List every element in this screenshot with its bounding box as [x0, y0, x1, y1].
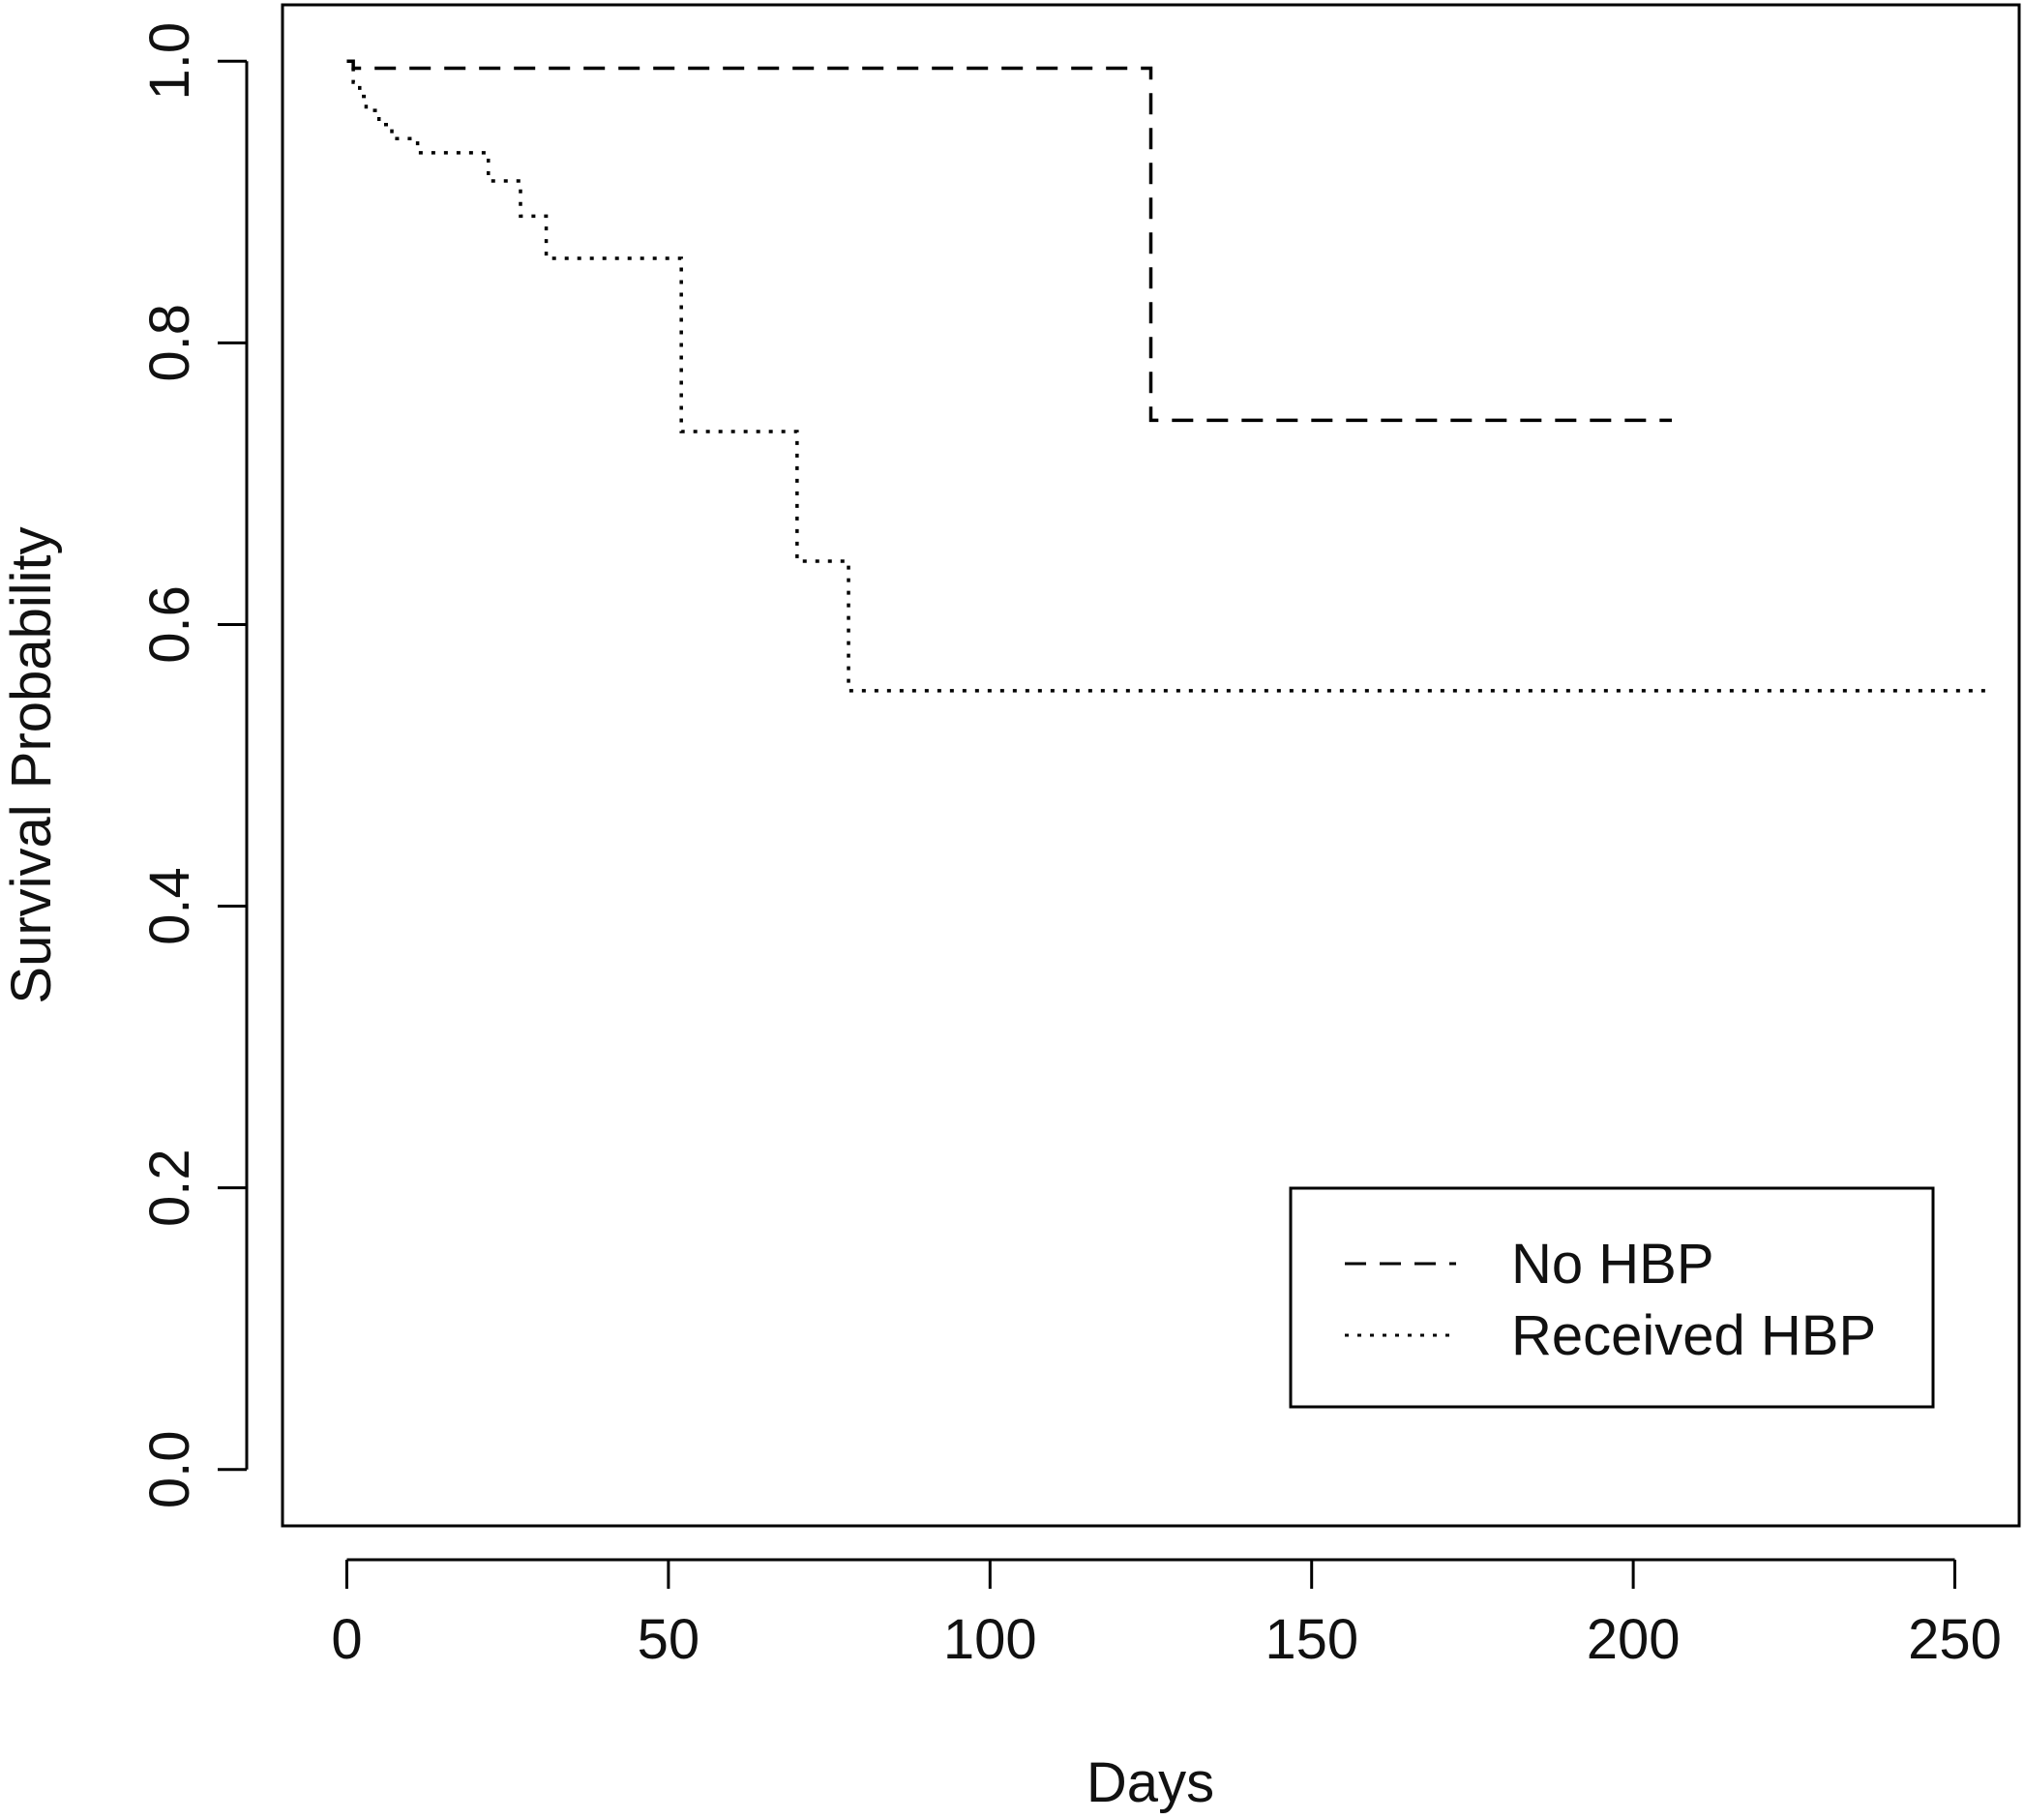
- x-axis-label: Days: [1086, 1751, 1214, 1814]
- y-tick-label: 1.0: [138, 22, 201, 101]
- series-line-received-hbp: [346, 59, 1987, 693]
- x-tick-label: 100: [943, 1608, 1037, 1671]
- x-tick-label: 50: [638, 1608, 700, 1671]
- y-tick-label: 0.2: [138, 1149, 201, 1227]
- y-tick-label: 0.6: [138, 585, 201, 664]
- x-tick-label: 200: [1587, 1608, 1681, 1671]
- series-layer: [346, 59, 1987, 693]
- series-line-no-hbp: [346, 59, 1672, 423]
- legend-label-no-hbp: No HBP: [1511, 1233, 1714, 1296]
- legend-box: [1289, 1186, 1935, 1409]
- x-tick-label: 150: [1265, 1608, 1358, 1671]
- plot-frame: [281, 3, 2021, 1528]
- y-tick-label: 0.8: [138, 304, 201, 382]
- y-tick-label: 0.4: [138, 867, 201, 945]
- y-axis: 0.0 0.2 0.4 0.6 0.8 1.0: [138, 22, 249, 1508]
- x-tick-label: 250: [1908, 1608, 2002, 1671]
- y-tick-label: 0.0: [138, 1430, 201, 1508]
- legend: No HBP Received HBP: [1289, 1186, 1935, 1409]
- y-axis-label: Survival Probability: [0, 526, 63, 1003]
- x-axis: 0 50 100 150 200 250: [331, 1558, 2002, 1671]
- x-tick-label: 0: [331, 1608, 362, 1671]
- legend-label-received-hbp: Received HBP: [1511, 1304, 1876, 1367]
